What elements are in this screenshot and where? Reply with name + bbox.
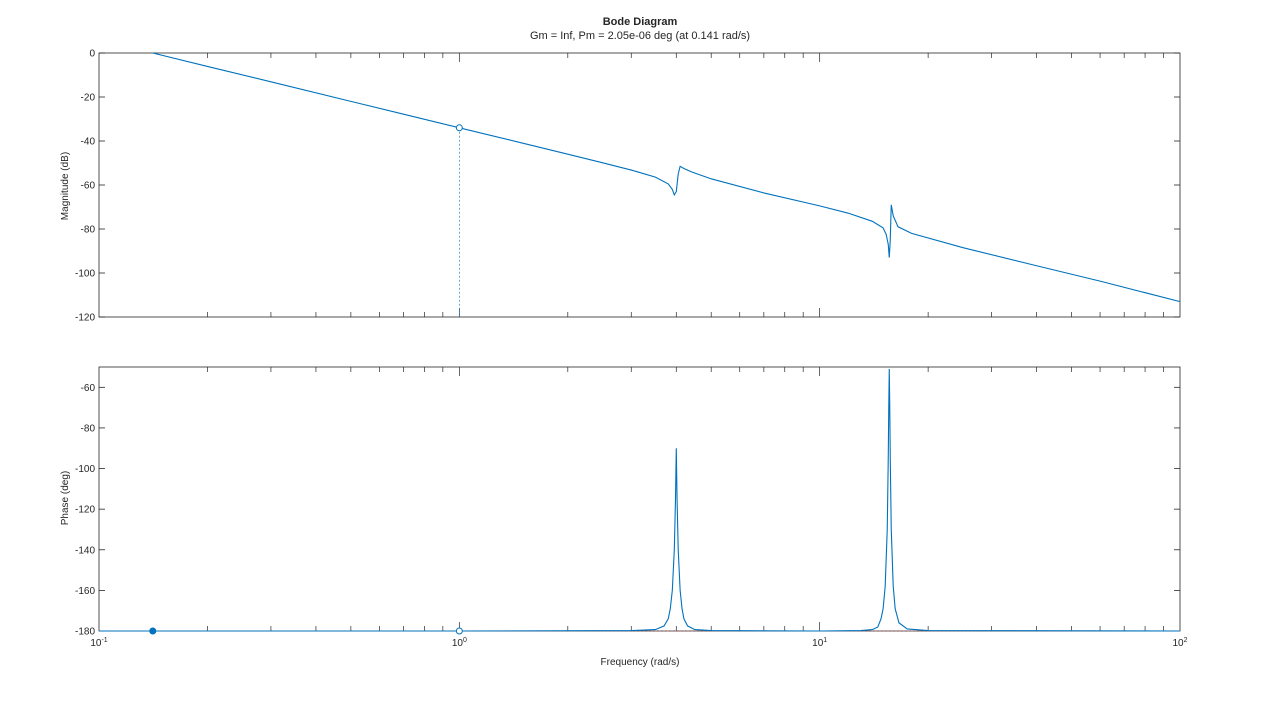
magnitude-ytick-label: -40 [81,137,96,148]
magnitude-axis-label: Magnitude (dB) [60,152,71,220]
magnitude-margin-marker [455,124,463,132]
phase-response-line [99,369,1181,632]
x-tick-label: 10-1 [90,637,107,649]
phase-axes-box [98,366,1181,632]
x-tick-label: 100 [452,637,467,649]
magnitude-axes-box [98,52,1181,318]
phase-ytick-label: -140 [75,545,95,556]
phase-panel: -60 -80 -100 -120 -140 -160 -180 [75,366,1181,638]
phase-ytick-label: -80 [81,423,96,434]
magnitude-ytick-label: -100 [75,269,95,280]
phase-ytick-label: -180 [75,627,95,638]
phase-margin-marker [149,627,157,635]
x-tick-label: 102 [1172,637,1187,649]
magnitude-ytick-label: -60 [81,181,96,192]
magnitude-ytick-label: -120 [75,313,95,324]
chart-title: Bode Diagram [603,16,678,28]
phase-ytick-label: -120 [75,505,95,516]
magnitude-response-line [152,52,1181,303]
magnitude-ytick-label: 0 [89,49,95,60]
x-tick-label: 101 [812,637,827,649]
phase-ytick-label: -160 [75,586,95,597]
magnitude-ytick-label: -20 [81,93,96,104]
phase-ytick-label: -60 [81,383,96,394]
phase-axis-label: Phase (deg) [60,471,71,525]
frequency-axis-label: Frequency (rad/s) [601,657,680,668]
magnitude-panel: 0 -20 -40 -60 -80 -100 -120 [75,49,1181,324]
chart-subtitle: Gm = Inf, Pm = 2.05e-06 deg (at 0.141 ra… [530,30,750,42]
x-tick-labels: 10-1 100 101 102 [90,637,1187,649]
magnitude-ytick-label: -80 [81,225,96,236]
phase-margin-marker [455,627,463,635]
phase-ytick-label: -100 [75,464,95,475]
